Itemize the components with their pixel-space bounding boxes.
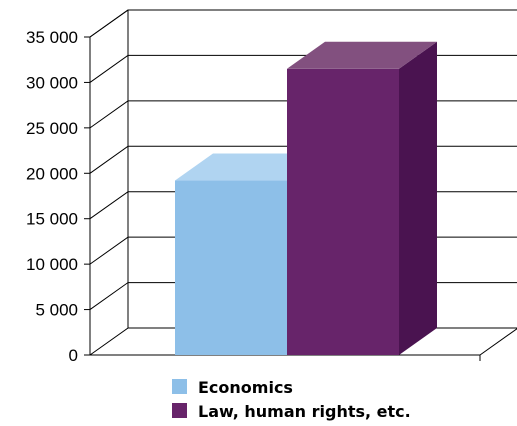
y-axis: 0 5 000 10 000 15 000 20 000 25 000 30 000 35 0… xyxy=(26,9,481,365)
y-tick-label: 10 000 xyxy=(26,255,78,274)
legend: Economics Law, human rights, etc. xyxy=(172,378,411,421)
bars xyxy=(175,41,437,356)
legend-swatch xyxy=(172,379,187,394)
y-tick-label: 35 000 xyxy=(26,28,78,47)
y-tick-label: 0 xyxy=(69,346,78,365)
gridline xyxy=(89,9,517,38)
y-tick-label: 5 000 xyxy=(35,301,78,320)
left-wall-top-edge xyxy=(89,9,129,38)
y-tick-label: 15 000 xyxy=(26,210,78,229)
y-tick-label: 30 000 xyxy=(26,73,78,92)
legend-swatch xyxy=(172,403,187,418)
y-tick-label: 20 000 xyxy=(26,164,78,183)
floor-right-edge xyxy=(479,328,517,356)
bar-top xyxy=(287,41,437,69)
bar xyxy=(175,180,287,355)
y-tick-label: 25 000 xyxy=(26,119,78,138)
bar xyxy=(287,68,399,356)
bar-side xyxy=(399,41,437,356)
legend-label: Economics xyxy=(198,378,293,397)
legend-label: Law, human rights, etc. xyxy=(198,402,411,421)
